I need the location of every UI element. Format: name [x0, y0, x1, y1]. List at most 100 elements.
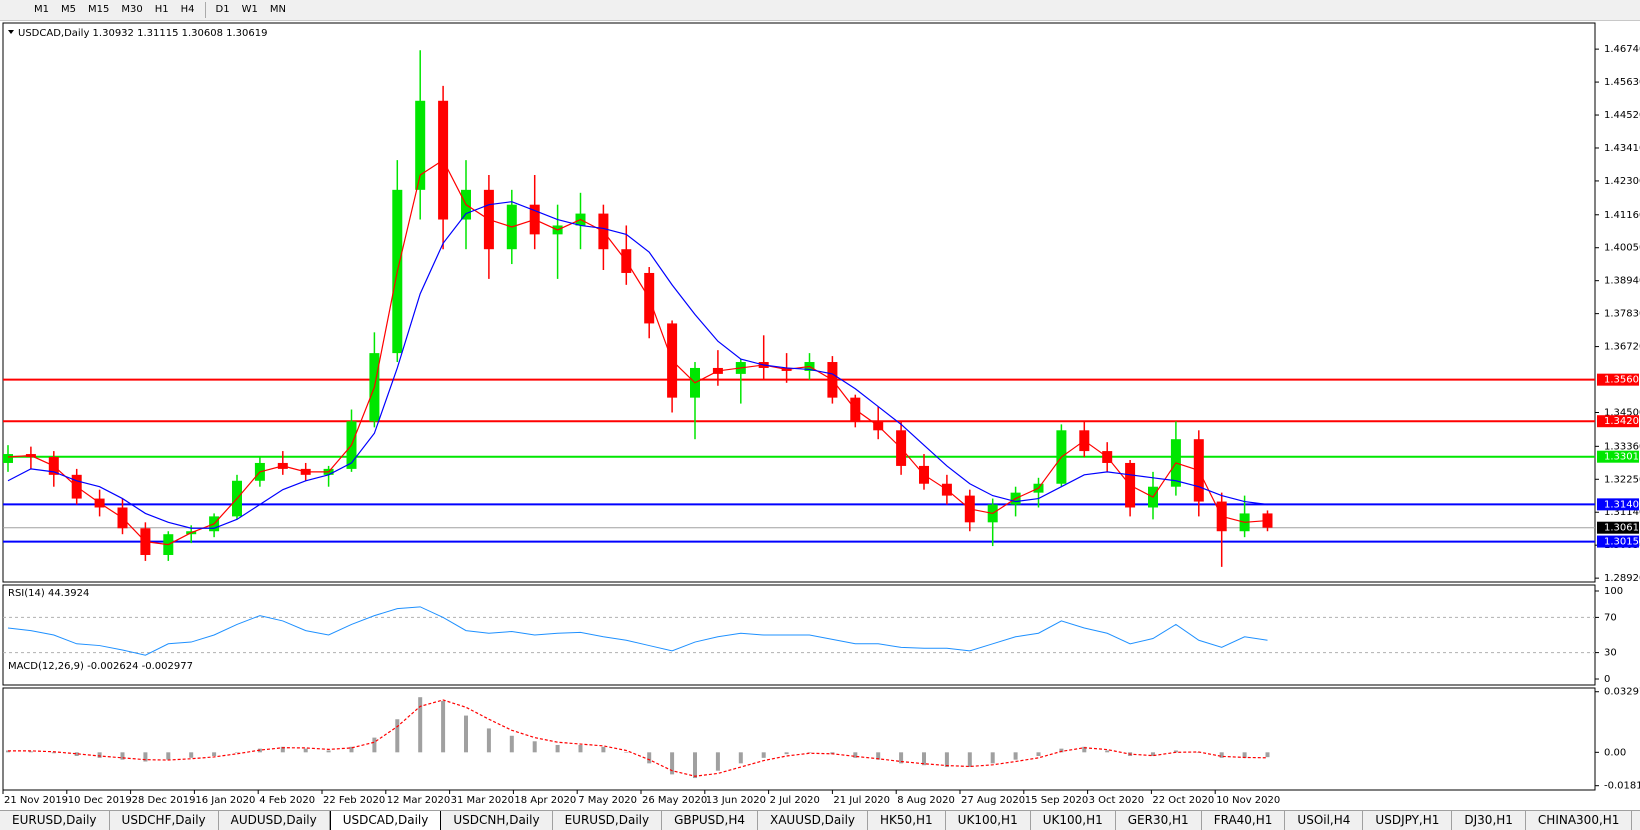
macd-histogram-bar — [74, 752, 79, 756]
macd-histogram-bar — [235, 752, 239, 753]
symbol-tab[interactable]: DJ30,H1 — [1452, 811, 1526, 830]
macd-histogram-bar — [715, 752, 720, 771]
x-tick-label: 22 Feb 2020 — [323, 795, 385, 806]
x-tick-label: 13 Jun 2020 — [706, 795, 766, 806]
y-tick-label: 1.46740 — [1604, 44, 1640, 55]
macd-histogram-bar — [624, 752, 629, 753]
moving-average — [7, 201, 1268, 529]
x-tick-label: 16 Jan 2020 — [195, 795, 255, 806]
x-tick-label: 26 May 2020 — [642, 795, 707, 806]
y-tick-label: 1.32250 — [1604, 474, 1640, 485]
macd-signal-line — [8, 699, 1268, 777]
chart-title: USDCAD,Daily 1.30932 1.31115 1.30608 1.3… — [18, 28, 268, 39]
panel-frame — [2, 584, 1596, 686]
symbol-tab[interactable]: UK100,H1 — [946, 811, 1031, 830]
macd-tick-label: 0.00 — [1604, 747, 1626, 758]
symbol-tab[interactable]: FRA40,H1 — [1202, 811, 1286, 830]
symbol-tab[interactable]: USDCNH,Daily — [441, 811, 553, 830]
symbol-tabs: EURUSD,Daily USDCHF,Daily AUDUSD,Daily USDC… — [0, 810, 1640, 830]
symbol-tab[interactable]: USDCHF,Daily — [110, 811, 219, 830]
moving-average — [7, 159, 1268, 546]
x-tick-label: 3 Oct 2020 — [1089, 795, 1144, 806]
timeframe-button[interactable]: M30 — [121, 4, 143, 15]
level-label: 1.34206 — [1604, 416, 1640, 427]
y-tick-label: 1.28920 — [1604, 573, 1640, 584]
level-label-box — [1597, 373, 1639, 386]
timeframe-button[interactable]: MN — [269, 4, 286, 15]
level-label-box — [1597, 415, 1639, 428]
current-price-label: 1.30619 — [1604, 523, 1640, 534]
y-tick-label: 1.40050 — [1604, 243, 1640, 254]
symbol-tab[interactable]: USOil,H4 — [1285, 811, 1364, 830]
symbol-tab[interactable]: GBPUSD,H4 — [662, 811, 758, 830]
rsi-tick-label: 100 — [1604, 586, 1623, 597]
y-tick-label: 1.33360 — [1604, 441, 1640, 452]
macd-histogram-bar — [418, 697, 423, 753]
current-price-box — [1597, 521, 1639, 534]
symbol-tab[interactable]: USOil,Day — [1632, 811, 1640, 830]
timeframe-button[interactable]: W1 — [241, 4, 258, 15]
macd-histogram-bar — [166, 752, 171, 760]
macd-histogram-bar — [1151, 752, 1155, 756]
y-tick-label: 1.36720 — [1604, 342, 1640, 353]
macd-histogram-bar — [807, 752, 812, 753]
symbol-tab[interactable]: HK50,H1 — [868, 811, 946, 830]
macd-histogram-bar — [395, 719, 400, 753]
y-tick-label: 1.42300 — [1604, 176, 1640, 187]
symbol-tab[interactable]: EURUSD,Daily — [0, 811, 110, 830]
macd-histogram-bar — [143, 752, 148, 762]
y-tick-label: 1.37830 — [1604, 309, 1640, 320]
macd-histogram-bar — [693, 752, 697, 779]
macd-histogram-bar — [670, 752, 675, 775]
timeframe-button[interactable]: H4 — [180, 4, 195, 15]
timeframe-button[interactable]: M15 — [88, 4, 110, 15]
macd-tick-label: 0.032972 — [1604, 687, 1640, 698]
symbol-tab[interactable]: USDJPY,H1 — [1363, 811, 1453, 830]
timeframe-button[interactable]: M1 — [34, 4, 49, 15]
macd-histogram-bar — [303, 748, 308, 753]
symbol-tab[interactable]: XAUUSD,Daily — [758, 811, 869, 830]
macd-histogram-bar — [349, 746, 354, 753]
symbol-tab[interactable]: CHINA300,H1 — [1526, 811, 1633, 830]
timeframe-button[interactable]: M5 — [61, 4, 76, 15]
x-tick-label: 21 Nov 2019 — [4, 795, 68, 806]
symbol-tab[interactable]: EURUSD,Daily — [553, 811, 663, 830]
x-tick-label: 2 Jul 2020 — [770, 795, 820, 806]
candle-body — [3, 454, 13, 463]
macd-histogram-bar — [784, 752, 789, 755]
macd-histogram-bar — [1196, 752, 1201, 753]
macd-tick-label: -0.018154 — [1604, 781, 1640, 792]
timeframe-button[interactable]: H1 — [154, 4, 169, 15]
x-tick-label: 31 Mar 2020 — [451, 795, 514, 806]
toolbar-icon — [0, 1, 28, 19]
x-tick-label: 10 Nov 2020 — [1216, 795, 1280, 806]
macd-histogram-bar — [899, 752, 904, 764]
macd-histogram-bar — [555, 744, 560, 753]
timeframe-button[interactable]: D1 — [215, 4, 230, 15]
y-tick-label: 1.41160 — [1604, 210, 1640, 221]
macd-histogram-bar — [509, 735, 514, 753]
symbol-tab[interactable]: GER30,H1 — [1116, 811, 1202, 830]
rsi-tick-label: 30 — [1604, 648, 1617, 659]
rsi-tick-label: 70 — [1604, 612, 1617, 623]
symbol-tab[interactable]: AUDUSD,Daily — [219, 811, 330, 830]
y-tick-label: 1.45630 — [1604, 77, 1640, 88]
macd-histogram-bar — [97, 752, 102, 758]
level-label: 1.31405 — [1604, 499, 1640, 510]
macd-histogram-bar — [486, 728, 491, 753]
x-tick-label: 12 Mar 2020 — [387, 795, 450, 806]
macd-histogram-bar — [1105, 750, 1110, 753]
x-tick-label: 7 May 2020 — [578, 795, 637, 806]
macd-histogram-bar — [738, 752, 743, 764]
header-arrow — [8, 30, 14, 34]
macd-histogram-bar — [922, 752, 926, 766]
macd-histogram-bar — [990, 752, 995, 764]
macd-histogram-bar — [578, 744, 583, 753]
symbol-tab[interactable]: USDCAD,Daily — [329, 811, 442, 830]
y-tick-label: 1.38940 — [1604, 276, 1640, 287]
macd-histogram-bar — [189, 752, 194, 758]
x-tick-label: 10 Dec 2019 — [68, 795, 132, 806]
symbol-tab[interactable]: UK100,H1 — [1031, 811, 1116, 830]
y-tick-label: 1.31140 — [1604, 507, 1640, 518]
